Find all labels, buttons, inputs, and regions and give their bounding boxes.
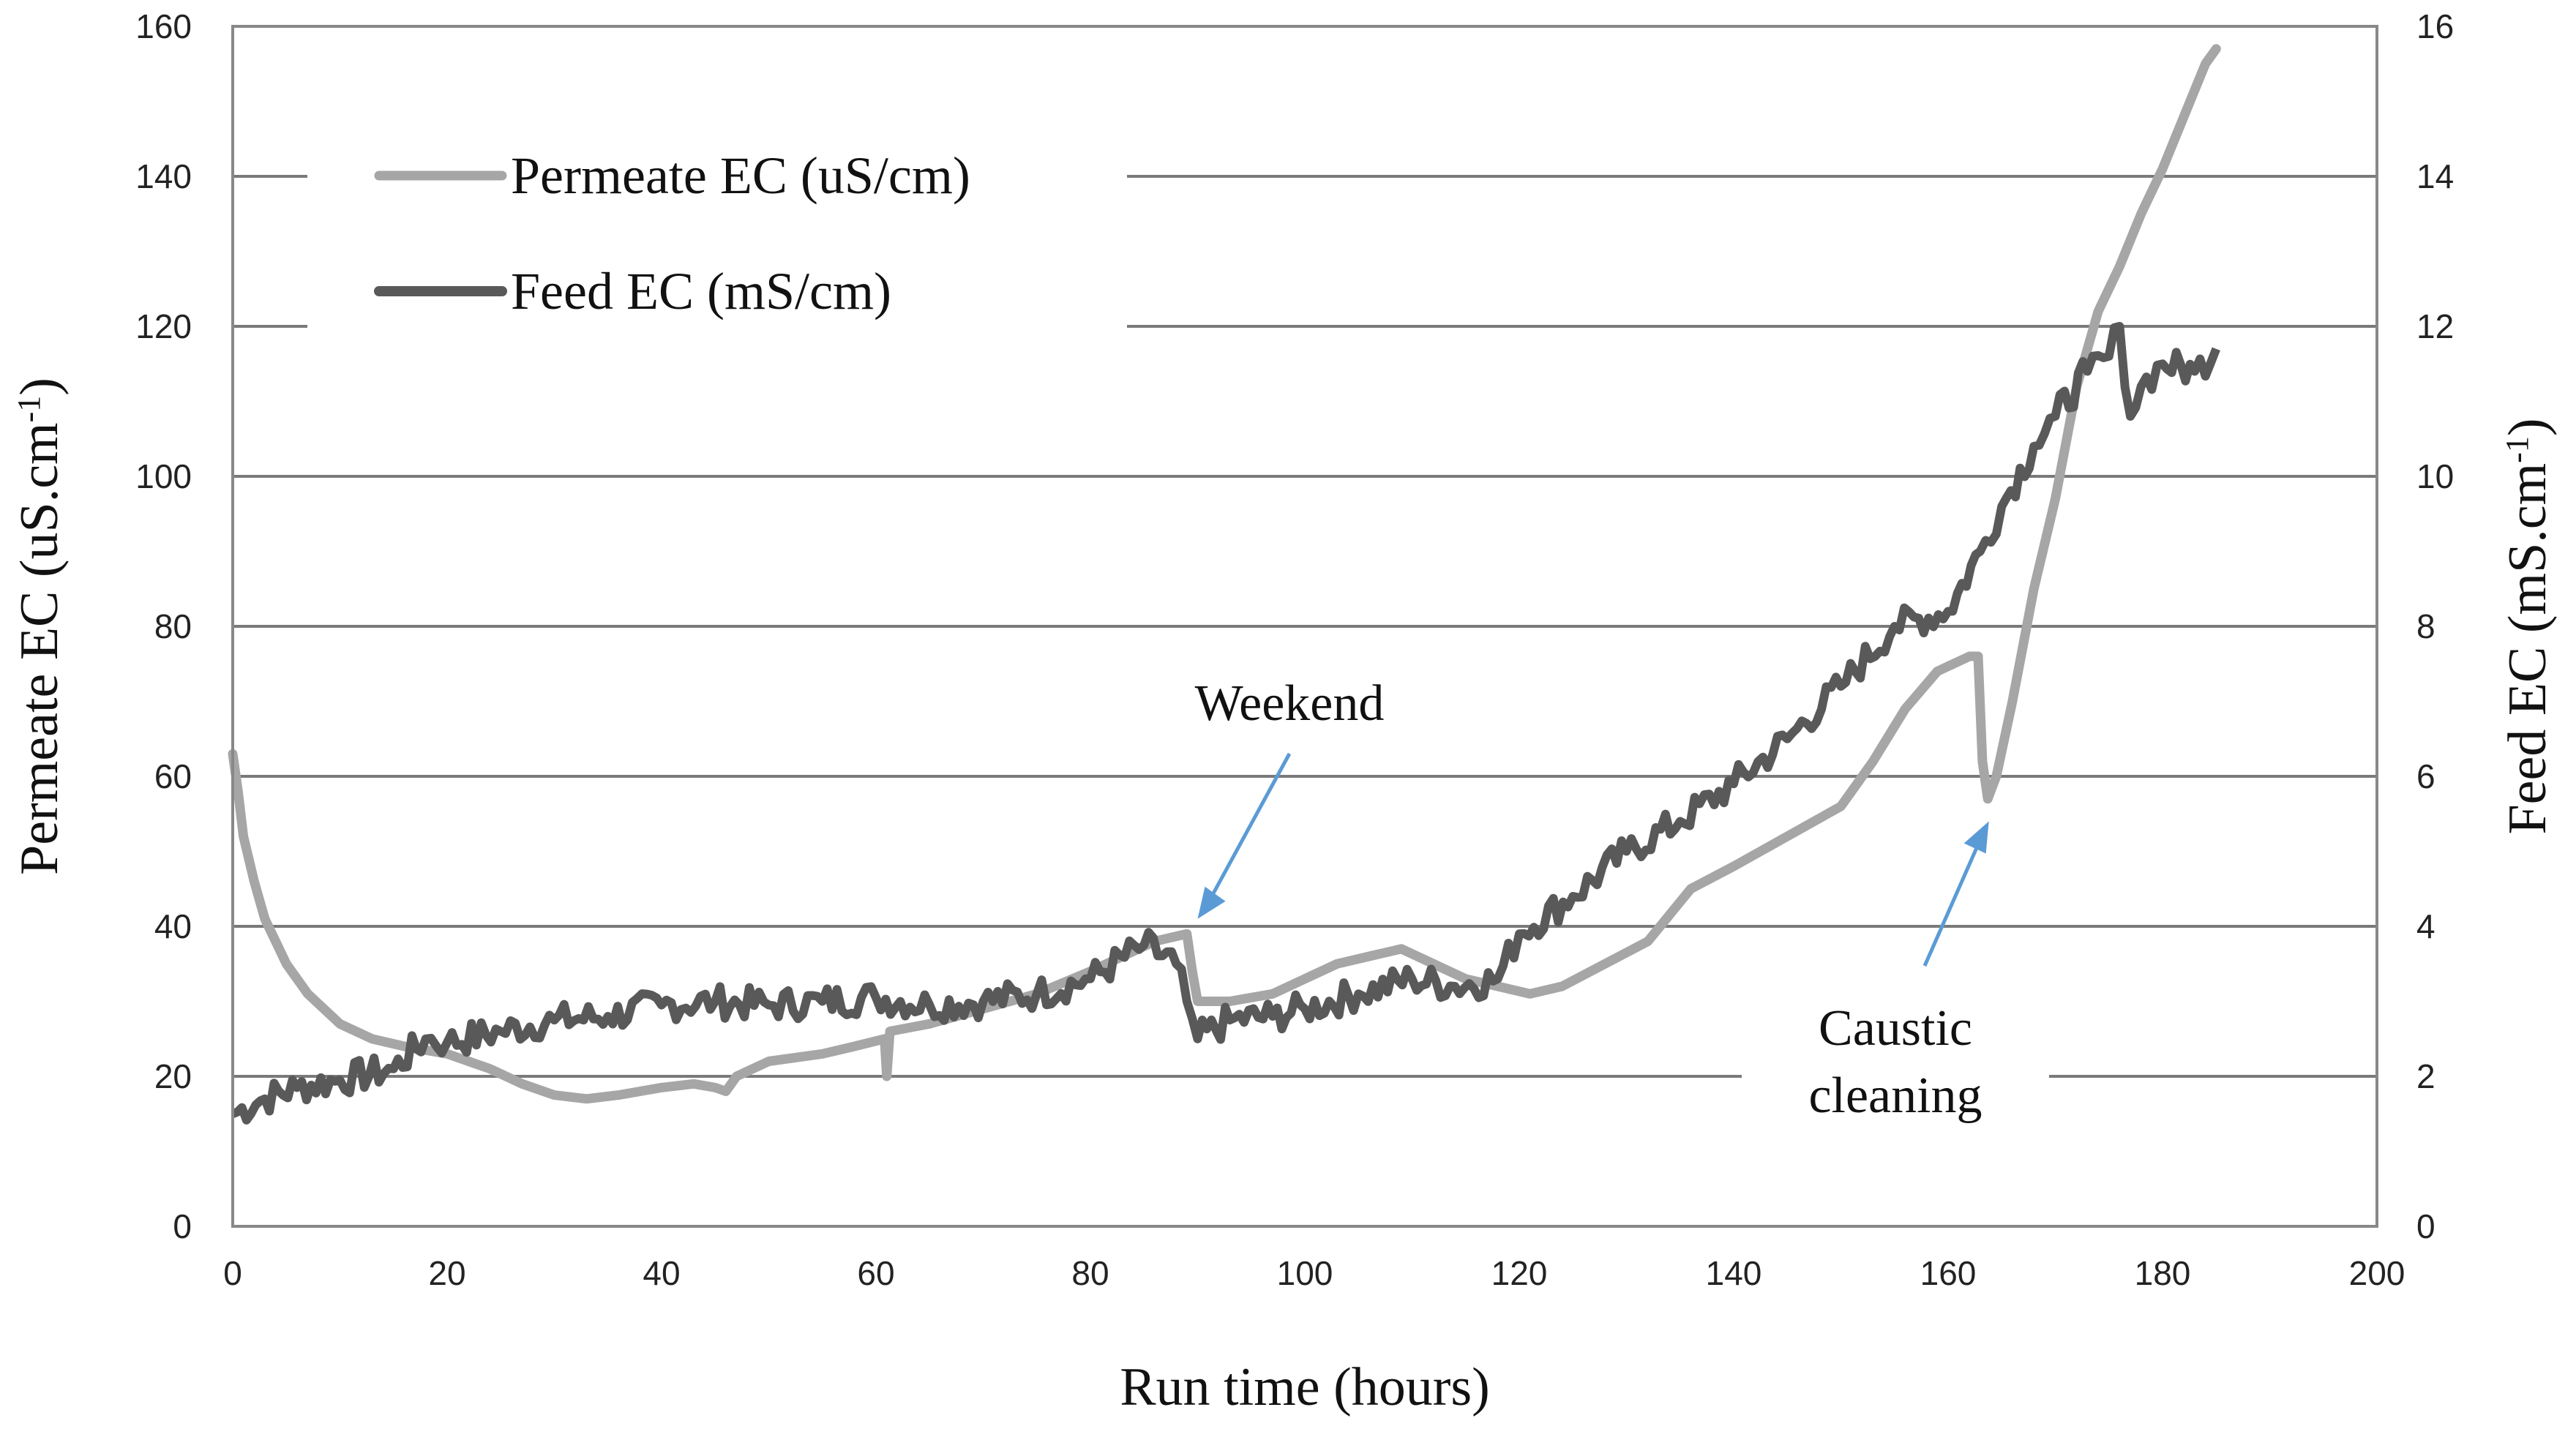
- x-tick-label: 80: [1071, 1254, 1109, 1292]
- y-right-title-sup: -1: [2499, 436, 2535, 463]
- y-left-tick-label: 120: [135, 307, 192, 345]
- series-feed-ec-line: [231, 322, 2220, 1125]
- legend-background: [307, 102, 1127, 344]
- x-tick-label: 160: [1920, 1254, 1977, 1292]
- y-right-tick-label: 12: [2416, 307, 2454, 345]
- y-right-tick-label: 6: [2416, 757, 2435, 795]
- y-right-tick-label: 2: [2416, 1057, 2435, 1095]
- y-left-title-sup: -1: [11, 396, 47, 423]
- annotation-caustic-arrow: [1922, 829, 1986, 967]
- y-right-tick-label: 8: [2416, 607, 2435, 645]
- y-left-title-main: Permeate EC (uS.cm: [10, 422, 70, 875]
- y-left-tick-label: 80: [154, 607, 192, 645]
- annotations: Weekend Caustic cleaning: [1195, 675, 2049, 1134]
- x-tick-label: 0: [223, 1254, 242, 1292]
- annotation-caustic-label: Caustic: [1819, 1000, 1972, 1057]
- y-left-tick-label: 100: [135, 457, 192, 495]
- y-left-tick-label: 40: [154, 907, 192, 945]
- y-left-title-tail: ): [10, 378, 70, 396]
- tick-labels: 0 20 40 60 80 100 120 140 160 180 2000204060801001…: [135, 7, 2454, 1292]
- x-axis-title: Run time (hours): [1120, 1357, 1490, 1417]
- annotation-caustic-background: [1742, 988, 2049, 1134]
- legend-label-permeate: Permeate EC (uS/cm): [511, 146, 970, 205]
- y-axis-right-title: Feed EC (mS.cm-1): [2498, 419, 2558, 835]
- y-right-tick-label: 14: [2416, 157, 2454, 195]
- y-axis-left-title: Permeate EC (uS.cm-1): [10, 378, 70, 875]
- x-tick-label: 120: [1491, 1254, 1548, 1292]
- series-layer: [228, 44, 2221, 1125]
- legend-label-feed: Feed EC (mS/cm): [511, 262, 891, 320]
- x-tick-label: 60: [857, 1254, 894, 1292]
- annotation-caustic-arrowhead: [1963, 821, 1989, 854]
- x-tick-label: 140: [1706, 1254, 1762, 1292]
- x-tick-label: 100: [1277, 1254, 1333, 1292]
- y-left-tick-label: 160: [135, 7, 192, 45]
- annotation-weekend-arrow: [1202, 752, 1292, 912]
- plot-frame: [231, 25, 2378, 1228]
- x-tick-label: 40: [643, 1254, 680, 1292]
- y-right-title-main: Feed EC (mS.cm: [2498, 463, 2558, 835]
- annotation-weekend-label: Weekend: [1195, 675, 1385, 732]
- annotation-caustic-label: cleaning: [1808, 1068, 1982, 1124]
- y-left-tick-label: 0: [173, 1207, 192, 1245]
- x-tick-label: 180: [2135, 1254, 2191, 1292]
- x-tick-label: 200: [2349, 1254, 2405, 1292]
- y-right-tick-label: 4: [2416, 907, 2435, 945]
- legend: Permeate EC (uS/cm) Feed EC (mS/cm): [307, 102, 1127, 344]
- y-right-tick-label: 10: [2416, 457, 2454, 495]
- annotation-weekend-arrowhead: [1197, 886, 1226, 919]
- series-permeate-ec-line: [228, 44, 2221, 1104]
- x-tick-label: 20: [428, 1254, 465, 1292]
- y-left-tick-label: 20: [154, 1057, 192, 1095]
- y-right-title-tail: ): [2498, 419, 2558, 437]
- y-right-tick-label: 0: [2416, 1207, 2435, 1245]
- y-left-tick-label: 60: [154, 757, 192, 795]
- y-right-tick-label: 16: [2416, 7, 2454, 45]
- y-left-tick-label: 140: [135, 157, 192, 195]
